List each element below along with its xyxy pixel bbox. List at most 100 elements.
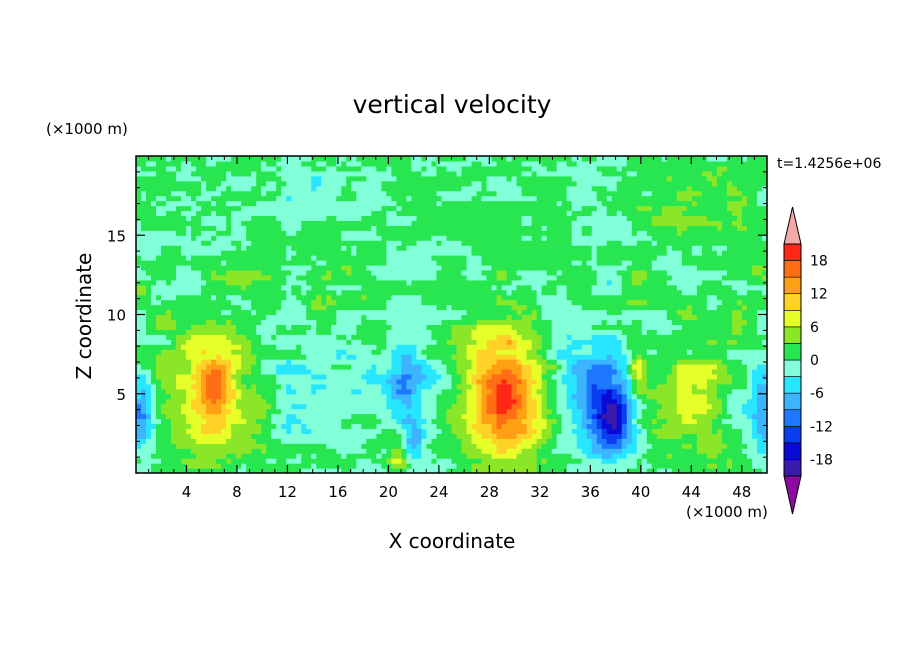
heatmap-cell [441, 309, 448, 316]
heatmap-cell [141, 354, 147, 360]
heatmap-cell [136, 185, 142, 192]
heatmap-cell [321, 463, 327, 469]
heatmap-cell [506, 393, 513, 400]
heatmap-cell [386, 200, 393, 207]
heatmap-cell [246, 225, 252, 231]
heatmap-cell [191, 329, 197, 335]
heatmap-cell [431, 433, 438, 439]
heatmap-cell [496, 205, 503, 212]
heatmap-cell [181, 418, 187, 425]
heatmap-cell [466, 314, 473, 321]
heatmap-cell [206, 255, 212, 261]
heatmap-cell [146, 368, 152, 375]
heatmap-cell [486, 200, 493, 207]
heatmap-cell [441, 368, 448, 375]
heatmap-cell [461, 438, 468, 444]
heatmap-cell [501, 319, 508, 325]
heatmap-cell [366, 329, 372, 335]
heatmap-cell [251, 413, 257, 420]
heatmap-cell [336, 354, 342, 360]
heatmap-cell [316, 235, 322, 241]
heatmap-cell [291, 448, 297, 454]
heatmap-cell [196, 349, 202, 355]
heatmap-cell [466, 294, 473, 301]
heatmap-cell [316, 408, 322, 415]
heatmap-cell [141, 289, 147, 296]
heatmap-cell [226, 299, 232, 306]
heatmap-cell [396, 269, 403, 276]
heatmap-cell [276, 269, 282, 276]
heatmap-cell [321, 255, 327, 261]
heatmap-cell [226, 175, 232, 182]
heatmap-cell [426, 378, 433, 385]
heatmap-cell [296, 433, 302, 439]
heatmap-cell [176, 284, 182, 291]
heatmap-cell [291, 156, 297, 162]
heatmap-cell [491, 433, 498, 439]
heatmap-cell [311, 393, 317, 400]
heatmap-cell [491, 468, 498, 474]
heatmap-cell [171, 354, 177, 360]
heatmap-cell [141, 250, 147, 256]
heatmap-cell [491, 240, 498, 246]
heatmap-cell [176, 160, 182, 167]
heatmap-cell [411, 329, 418, 335]
heatmap-cell [456, 443, 463, 449]
heatmap-cell [516, 383, 523, 390]
heatmap-cell [446, 403, 453, 410]
heatmap-cell [366, 165, 372, 172]
heatmap-cell [236, 468, 242, 474]
heatmap-cell [376, 398, 382, 405]
heatmap-cell [386, 264, 393, 271]
heatmap-cell [211, 359, 217, 365]
heatmap-cell [221, 250, 227, 256]
heatmap-cell [416, 458, 423, 464]
heatmap-cell [336, 378, 342, 385]
heatmap-cell [501, 453, 508, 459]
heatmap-cell [246, 215, 252, 221]
heatmap-cell [256, 373, 262, 380]
heatmap-cell [381, 294, 387, 301]
heatmap-cell [491, 245, 498, 251]
heatmap-cell [271, 388, 277, 395]
heatmap-cell [301, 185, 307, 192]
heatmap-cell [231, 373, 237, 380]
heatmap-cell [281, 245, 287, 251]
heatmap-cell [241, 388, 247, 395]
heatmap-cell [216, 240, 222, 246]
heatmap-cell [426, 294, 433, 301]
heatmap-cell [366, 393, 372, 400]
heatmap-cell [456, 205, 463, 212]
heatmap-cell [191, 388, 197, 395]
heatmap-cell [386, 393, 393, 400]
heatmap-cell [186, 453, 192, 459]
heatmap-cell [266, 354, 272, 360]
heatmap-cell [141, 215, 147, 221]
heatmap-cell [206, 160, 212, 167]
heatmap-cell [416, 245, 423, 251]
heatmap-cell [466, 428, 473, 434]
heatmap-cell [231, 230, 237, 236]
heatmap-cell [241, 279, 247, 286]
heatmap-cell [316, 240, 322, 246]
heatmap-cell [226, 156, 232, 162]
heatmap-cell [276, 388, 282, 395]
heatmap-cell [526, 463, 533, 469]
heatmap-cell [421, 423, 428, 430]
heatmap-cell [296, 359, 302, 365]
heatmap-cell [206, 309, 212, 316]
heatmap-cell [341, 210, 347, 217]
heatmap-cell [146, 364, 152, 370]
heatmap-cell [291, 220, 297, 226]
heatmap-cell [331, 378, 337, 385]
heatmap-cell [241, 428, 247, 434]
heatmap-cell [461, 423, 468, 430]
heatmap-cell [171, 329, 177, 335]
heatmap-cell [186, 393, 192, 400]
heatmap-cell [226, 205, 232, 212]
heatmap-cell [426, 408, 433, 415]
heatmap-cell [146, 210, 152, 217]
heatmap-cell [281, 156, 287, 162]
heatmap-cell [336, 453, 342, 459]
heatmap-cell [331, 448, 337, 454]
